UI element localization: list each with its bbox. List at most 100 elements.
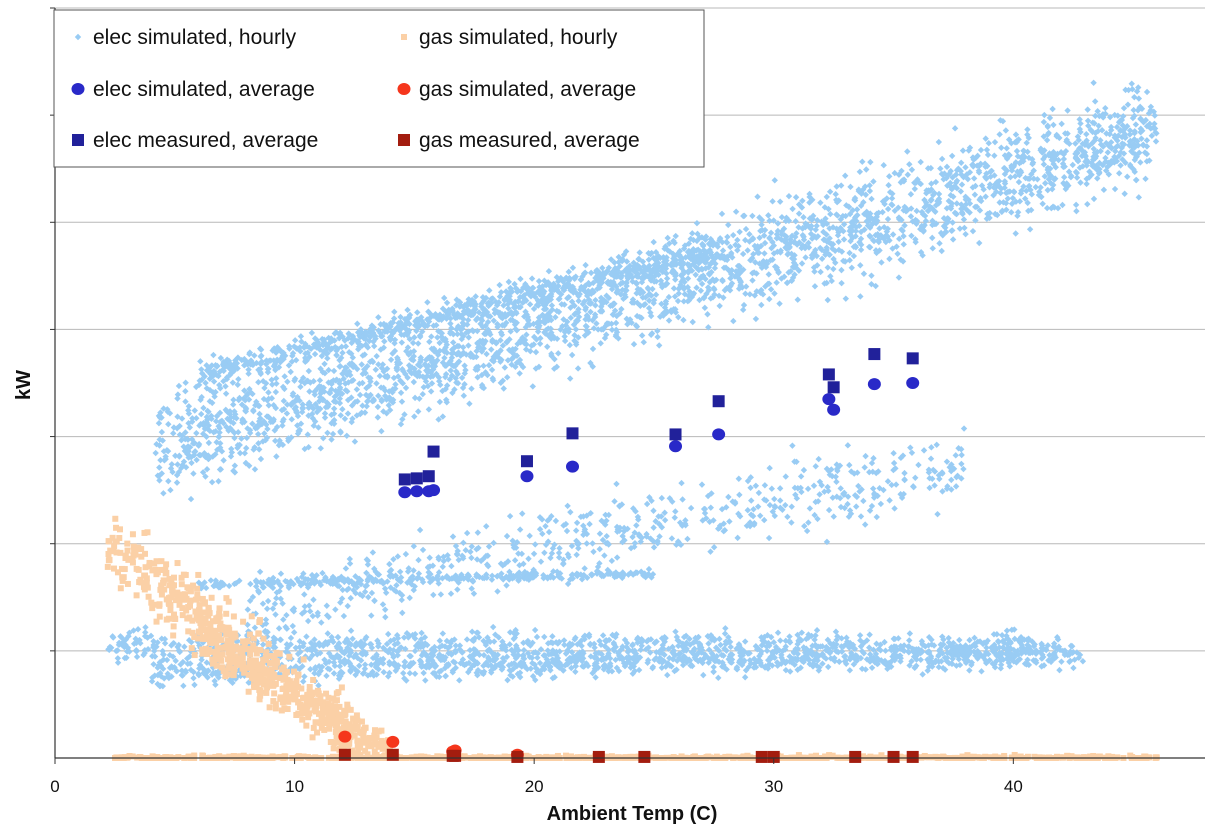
data-point xyxy=(807,230,815,238)
data-point xyxy=(507,328,514,335)
data-point xyxy=(1054,150,1061,158)
data-point xyxy=(1147,125,1154,132)
data-point xyxy=(1130,106,1137,114)
data-point xyxy=(1003,167,1011,174)
data-point xyxy=(430,322,437,329)
data-point xyxy=(1026,226,1034,233)
data-point xyxy=(246,429,254,437)
data-point xyxy=(414,322,421,329)
data-point xyxy=(553,363,561,371)
data-point xyxy=(923,199,930,206)
data-point xyxy=(324,355,331,362)
data-point xyxy=(418,314,425,321)
data-point xyxy=(458,374,466,381)
data-point xyxy=(1135,95,1143,102)
data-point xyxy=(250,407,257,414)
data-point xyxy=(984,210,991,218)
data-point xyxy=(997,185,1005,192)
data-point xyxy=(373,380,380,387)
data-point xyxy=(767,229,775,237)
data-point xyxy=(488,346,495,353)
data-point xyxy=(701,304,709,312)
data-point xyxy=(499,377,507,384)
data-point xyxy=(1129,86,1136,93)
data-point xyxy=(509,346,516,353)
data-point xyxy=(390,374,398,382)
data-point xyxy=(1053,131,1060,139)
data-point xyxy=(534,323,541,331)
data-point xyxy=(823,220,831,228)
data-point xyxy=(870,178,877,185)
data-point xyxy=(468,385,475,392)
data-point xyxy=(660,253,667,261)
data-point xyxy=(1005,151,1012,158)
data-point xyxy=(419,578,427,586)
data-point xyxy=(156,477,163,484)
data-point xyxy=(336,363,343,370)
data-point xyxy=(404,306,411,314)
data-point xyxy=(1025,154,1033,161)
data-point xyxy=(663,257,670,264)
data-point xyxy=(689,230,696,237)
data-point xyxy=(658,280,666,288)
data-point xyxy=(1051,176,1058,183)
data-point xyxy=(652,291,660,298)
data-point xyxy=(174,391,182,398)
data-point xyxy=(1142,116,1150,124)
data-point xyxy=(289,392,296,399)
data-point xyxy=(1151,125,1159,132)
data-point xyxy=(619,572,627,579)
data-point xyxy=(460,392,468,399)
data-point xyxy=(200,419,207,427)
data-point xyxy=(619,286,626,294)
data-point xyxy=(677,272,685,279)
data-point xyxy=(501,364,509,371)
data-point xyxy=(672,232,679,240)
data-point xyxy=(348,418,355,426)
data-point xyxy=(881,223,888,231)
data-point xyxy=(234,444,241,452)
data-point xyxy=(241,387,248,394)
data-point xyxy=(983,170,990,177)
data-point xyxy=(731,273,739,280)
data-point xyxy=(766,295,773,303)
data-point xyxy=(465,311,472,318)
data-point xyxy=(186,424,193,431)
data-point xyxy=(217,385,224,392)
data-point xyxy=(818,255,826,263)
data-point xyxy=(195,440,203,448)
data-point xyxy=(704,284,712,291)
data-point xyxy=(650,278,658,285)
data-point xyxy=(792,218,799,225)
data-point xyxy=(761,261,768,268)
data-point xyxy=(554,288,562,295)
data-point xyxy=(260,377,267,385)
data-point xyxy=(478,381,486,389)
data-point xyxy=(928,186,935,193)
data-point xyxy=(825,205,832,213)
data-point xyxy=(881,197,888,204)
data-point xyxy=(591,313,599,321)
data-point xyxy=(475,309,483,316)
data-point xyxy=(566,341,574,349)
data-point xyxy=(555,308,563,316)
data-point xyxy=(1044,186,1051,194)
data-point xyxy=(464,571,472,578)
data-point xyxy=(662,298,670,305)
data-point xyxy=(969,154,977,161)
data-point xyxy=(829,240,837,248)
data-point xyxy=(1049,185,1056,193)
data-point xyxy=(1120,104,1128,112)
data-point xyxy=(907,205,915,212)
data-point xyxy=(1003,145,1010,152)
data-point xyxy=(883,228,891,235)
data-point xyxy=(215,423,222,430)
data-point xyxy=(1051,204,1058,211)
data-point xyxy=(986,184,993,191)
data-point xyxy=(823,193,830,201)
data-point xyxy=(439,575,446,582)
data-point xyxy=(840,236,848,243)
data-point xyxy=(931,189,938,197)
data-point xyxy=(191,407,198,414)
data-point xyxy=(447,367,454,374)
